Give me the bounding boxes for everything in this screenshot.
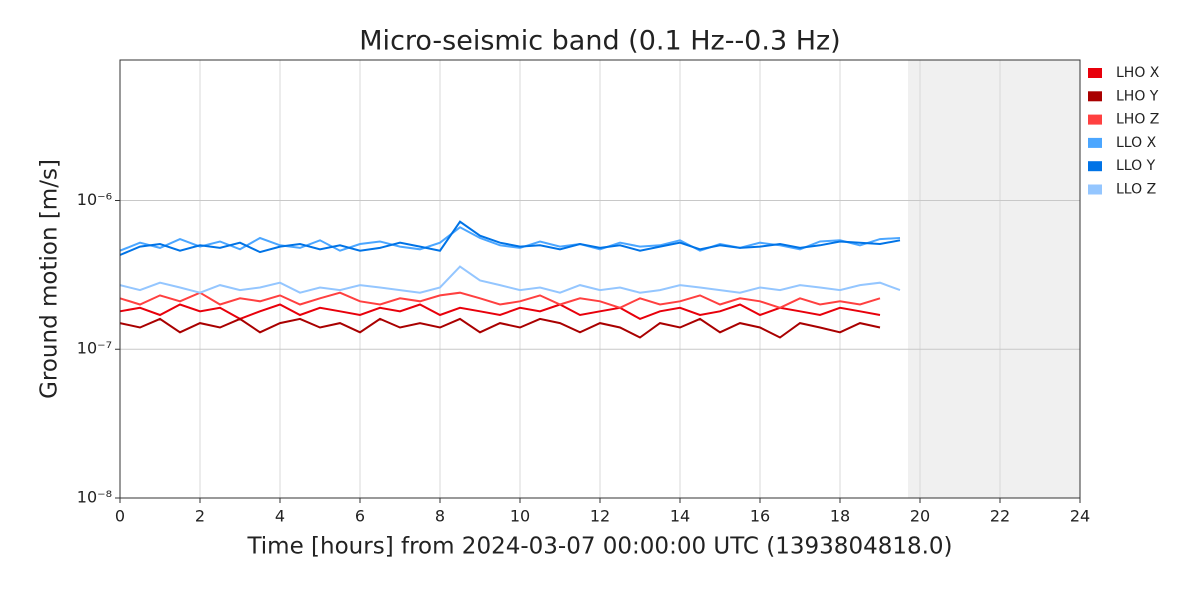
legend-swatch (1088, 91, 1102, 102)
y-tick-label: 10⁻⁷ (77, 339, 112, 358)
legend-label: LLO Y (1116, 158, 1156, 174)
x-tick-label: 2 (195, 507, 205, 526)
shaded-region (908, 60, 1080, 498)
legend-swatch (1088, 184, 1102, 195)
legend-label: LLO X (1116, 135, 1157, 151)
x-tick-label: 0 (115, 507, 125, 526)
x-tick-label: 20 (910, 507, 930, 526)
x-tick-label: 12 (590, 507, 610, 526)
x-tick-label: 18 (830, 507, 850, 526)
legend-label: LHO X (1116, 65, 1160, 81)
y-tick-label: 10⁻⁶ (77, 190, 112, 209)
legend-swatch (1088, 137, 1102, 148)
series-line (119, 220, 901, 256)
series-line (119, 317, 881, 339)
legend-swatch (1088, 68, 1102, 78)
x-axis-label: Time [hours] from 2024-03-07 00:00:00 UT… (246, 534, 952, 560)
x-tick-label: 6 (355, 507, 365, 526)
legend-label: LHO Z (1116, 112, 1159, 128)
y-tick-label: 10⁻⁸ (77, 488, 112, 507)
x-tick-label: 24 (1070, 507, 1090, 526)
x-tick-label: 4 (275, 507, 285, 526)
series-line (119, 265, 901, 294)
legend-swatch (1088, 114, 1102, 125)
x-tick-label: 14 (670, 507, 690, 526)
x-tick-label: 22 (990, 507, 1010, 526)
series-line (119, 303, 881, 320)
legend-swatch (1088, 161, 1102, 172)
chart-title: Micro-seismic band (0.1 Hz--0.3 Hz) (359, 26, 840, 57)
x-tick-label: 10 (510, 507, 530, 526)
y-axis-label: Ground motion [m/s] (37, 159, 63, 399)
legend-label: LHO Y (1116, 88, 1159, 104)
legend-label: LLO Z (1116, 182, 1156, 198)
series-line (119, 291, 881, 309)
x-tick-label: 16 (750, 507, 770, 526)
plot-frame (119, 59, 1081, 499)
series-line (119, 226, 901, 252)
x-tick-label: 8 (435, 507, 445, 526)
